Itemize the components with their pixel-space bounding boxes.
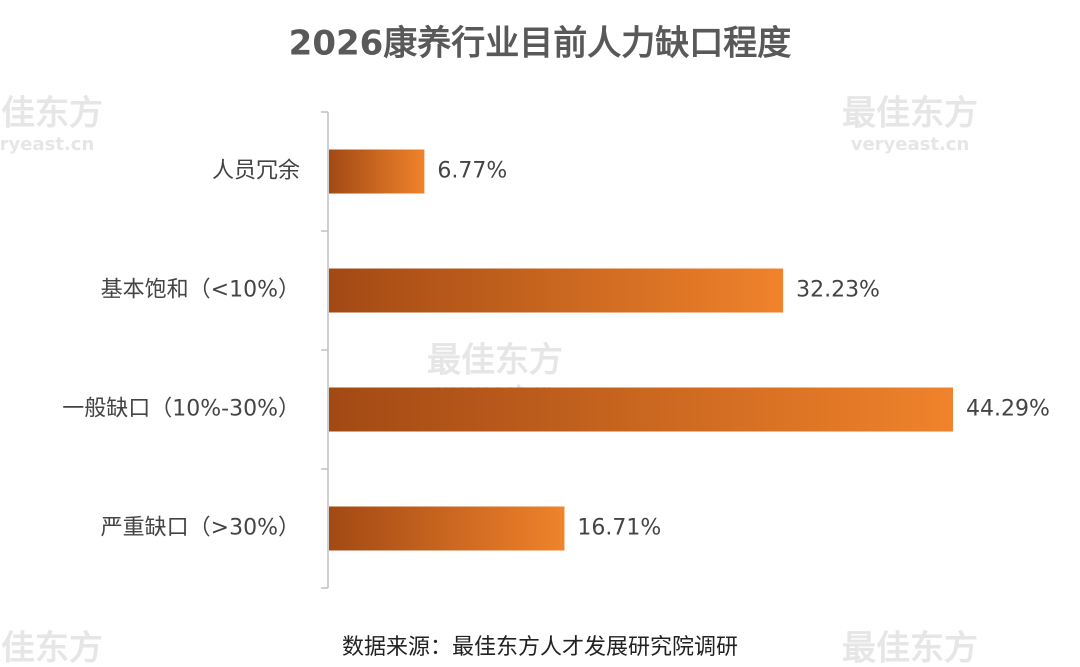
category-label: 严重缺口（>30%） bbox=[101, 516, 300, 541]
watermark-brand: 最佳东方 bbox=[842, 94, 978, 134]
value-label: 44.29% bbox=[966, 397, 1050, 422]
watermark-site: veryeast.cn bbox=[851, 134, 970, 155]
bar bbox=[329, 268, 784, 313]
watermark-brand: 最佳东方 bbox=[842, 629, 978, 667]
watermark-brand: 最佳东方 bbox=[427, 341, 563, 381]
chart-title: 2026康养行业目前人力缺口程度 bbox=[289, 24, 792, 64]
bar bbox=[329, 387, 953, 432]
category-label: 一般缺口（10%-30%） bbox=[62, 397, 300, 422]
bar bbox=[329, 506, 565, 551]
source-note: 数据来源：最佳东方人才发展研究院调研 bbox=[342, 635, 738, 660]
watermark-brand: 最佳东方 bbox=[0, 94, 103, 134]
category-label: 人员冗余 bbox=[212, 159, 300, 184]
value-label: 16.71% bbox=[577, 516, 661, 541]
bar bbox=[329, 149, 425, 194]
axis-separators bbox=[321, 111, 328, 589]
value-label: 6.77% bbox=[437, 159, 507, 184]
watermark-site: veryeast.cn bbox=[0, 134, 94, 155]
category-label: 基本饱和（<10%） bbox=[101, 278, 300, 303]
watermark-brand: 最佳东方 bbox=[0, 629, 103, 667]
value-label: 32.23% bbox=[796, 278, 880, 303]
